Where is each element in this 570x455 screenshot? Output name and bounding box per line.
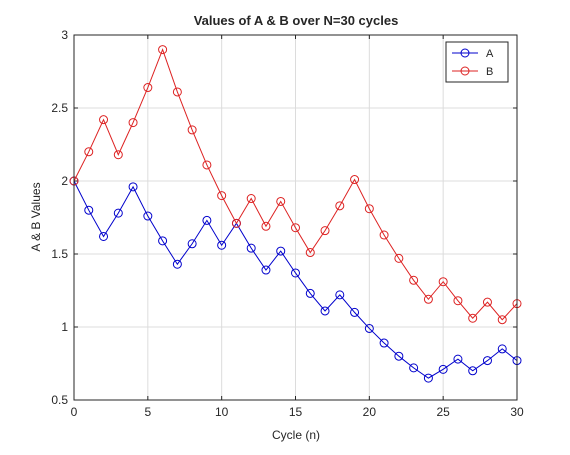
series-b-point [468, 313, 478, 323]
y-axis-label: A & B Values [29, 182, 43, 251]
series-b-point [261, 221, 271, 231]
axis-ticks: 0 5 10 15 20 25 30 0.5 1 1.5 2 2.5 3 [51, 28, 524, 419]
series-a-point [335, 290, 345, 300]
series-a-point [409, 363, 419, 373]
series-b-point [84, 147, 94, 157]
series-a-point [128, 182, 138, 192]
series-b-point [202, 160, 212, 170]
y-tick-label: 2.5 [51, 101, 68, 115]
x-axis-label: Cycle (n) [272, 428, 320, 442]
series-a-point [320, 306, 330, 316]
legend-swatch-marker [460, 48, 470, 58]
series-b-point [158, 45, 168, 55]
series-b-point [438, 277, 448, 287]
series-a-point [99, 231, 109, 241]
legend: AB [445, 41, 509, 83]
series-b-point [187, 125, 197, 135]
series-a-point [276, 246, 286, 256]
x-tick-label: 25 [436, 405, 450, 419]
y-tick-label: 3 [61, 28, 68, 42]
x-tick-label: 15 [289, 405, 303, 419]
series-a-point [291, 268, 300, 278]
series-b-point [364, 204, 374, 214]
legend-item-a: A [452, 48, 494, 60]
y-tick-label: 0.5 [51, 393, 68, 407]
series-b-point [305, 248, 315, 258]
series-b-point [143, 83, 153, 93]
legend-label: B [486, 66, 493, 78]
chart-title: Values of A & B over N=30 cycles [194, 13, 399, 28]
series-b-point [320, 226, 330, 236]
series-a-point [246, 243, 256, 253]
series-a-point [453, 354, 463, 364]
series-b-point [379, 230, 389, 240]
x-tick-label: 0 [71, 405, 78, 419]
series-a-point [158, 236, 168, 246]
series-lines [69, 45, 522, 383]
series-a [69, 176, 522, 383]
series-b-point [423, 294, 433, 304]
y-tick-label: 1.5 [51, 247, 68, 261]
x-tick-label: 20 [363, 405, 377, 419]
series-b-point [217, 191, 227, 201]
series-b [69, 45, 522, 325]
legend-item-b: B [452, 66, 493, 78]
series-b-point [482, 297, 492, 307]
series-a-point [379, 338, 389, 348]
legend-box [445, 41, 509, 83]
legend-label: A [486, 48, 494, 60]
series-b-point [246, 194, 256, 204]
series-a-point [394, 351, 404, 361]
y-tick-label: 2 [61, 174, 68, 188]
series-a-point [305, 288, 315, 298]
series-a-point [468, 366, 478, 376]
series-b-point [231, 218, 241, 228]
series-a-point [113, 208, 123, 218]
plot-area-border [73, 34, 518, 401]
y-tick-label: 1 [61, 320, 68, 334]
series-b-point [394, 253, 404, 263]
series-a-point [482, 356, 492, 366]
series-b-point [409, 275, 419, 285]
series-a-point [438, 364, 448, 374]
series-a-point [423, 373, 433, 383]
series-a-point [497, 344, 507, 354]
series-a-point [261, 265, 271, 275]
series-b-point [276, 196, 286, 206]
series-b-point [99, 115, 109, 125]
x-tick-label: 5 [144, 405, 151, 419]
series-a-point [364, 323, 374, 333]
series-a-line [73, 180, 518, 379]
series-b-point [172, 87, 182, 97]
series-a-point [187, 239, 197, 249]
series-a-point [217, 240, 227, 250]
x-tick-label: 10 [215, 405, 229, 419]
series-a-point [172, 259, 182, 269]
x-tick-label: 30 [510, 405, 524, 419]
legend-swatch-marker [460, 66, 470, 76]
series-b-point [350, 175, 360, 185]
series-b-point [335, 201, 345, 211]
series-b-line [73, 48, 518, 321]
series-b-point [453, 296, 463, 306]
series-a-point [202, 215, 212, 225]
series-a-point [350, 307, 360, 317]
series-a-point [84, 205, 94, 215]
series-a-point [143, 211, 153, 221]
series-b-point [113, 150, 123, 160]
series-b-point [128, 118, 138, 128]
series-b-point [497, 315, 507, 325]
series-b-point [291, 223, 300, 233]
